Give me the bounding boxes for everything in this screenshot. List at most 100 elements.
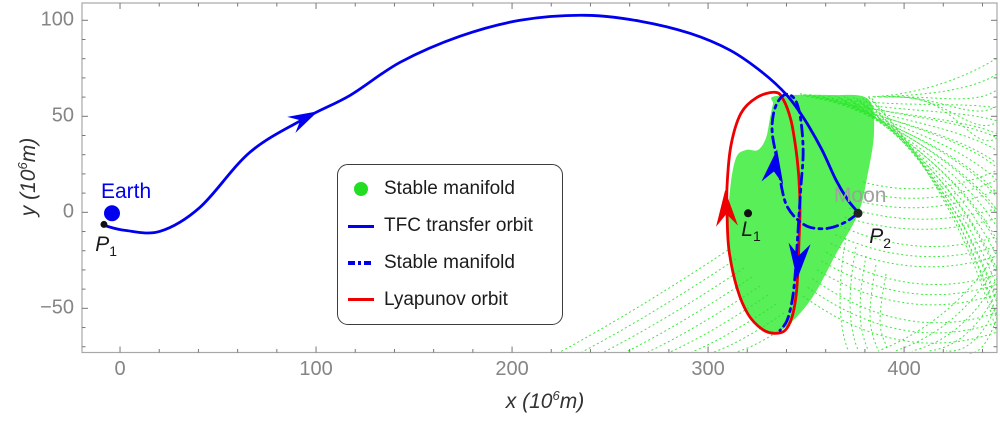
stable-manifold-curve <box>891 96 998 127</box>
stable-manifold-curve <box>879 89 998 100</box>
x-axis-label: x (106m) <box>506 388 584 414</box>
stable-manifold-curve <box>849 246 859 351</box>
legend: Stable manifold TFC transfer orbit Stabl… <box>337 164 563 325</box>
y-tick-label: 0 <box>62 200 74 223</box>
stable-manifold-curve <box>945 303 998 352</box>
stable-manifold-curve <box>735 321 793 353</box>
legend-marker-cell <box>338 261 384 265</box>
legend-marker-cell <box>338 298 384 302</box>
stable-manifold-curve <box>581 258 737 353</box>
stable-manifold-curve <box>691 303 777 353</box>
point-earth <box>103 205 120 222</box>
stable-manifold-curve <box>825 251 998 286</box>
x-tick-label: 200 <box>495 358 529 380</box>
label-l1-sub: 1 <box>752 228 761 245</box>
stable-manifold-curve <box>802 295 998 344</box>
stable-manifold-curve <box>830 242 998 268</box>
y-axis-label-end: m) <box>17 137 40 163</box>
stable-manifold-curve <box>849 207 998 220</box>
legend-item-stable-manifold-points: Stable manifold <box>338 172 562 206</box>
stable-manifold-curve <box>871 98 998 334</box>
stable-manifold-curve <box>839 237 849 351</box>
legend-label: TFC transfer orbit <box>384 215 533 237</box>
label-p1: P1 <box>95 233 117 259</box>
stable-manifold-curve <box>856 97 998 287</box>
point-l1 <box>744 209 753 218</box>
stable-manifold-curve <box>928 290 998 352</box>
x-tick-label: 0 <box>114 358 126 380</box>
stable-manifold-curve <box>962 316 998 354</box>
stable-manifold-curve <box>625 276 753 353</box>
label-l1: L1 <box>741 218 760 244</box>
x-axis-label-end: m) <box>559 390 585 413</box>
stable-manifold-curve <box>837 96 998 228</box>
stable-manifold-curve <box>713 312 785 353</box>
stable-manifold-curve <box>911 277 998 352</box>
stable-manifold-curve <box>831 96 998 211</box>
x-axis-label-sup: 6 <box>552 388 560 403</box>
y-axis-label-sup: 6 <box>15 162 30 170</box>
green-dot-icon <box>354 182 368 197</box>
legend-marker-cell <box>338 224 384 228</box>
legend-item-stable-manifold-curve: Stable manifold <box>338 246 562 280</box>
legend-label: Lyapunov orbit <box>384 288 508 310</box>
legend-item-lyapunov-orbit: Lyapunov orbit <box>338 283 562 317</box>
stable-manifold-curve <box>862 97 998 304</box>
label-earth: Earth <box>100 180 152 204</box>
stable-manifold-curve <box>815 96 998 164</box>
stable-manifold-curve <box>603 267 745 353</box>
tfc-transfer-orbit-path <box>102 13 860 235</box>
y-tick-label: 50 <box>51 104 74 127</box>
stable-manifold-curve <box>803 94 998 122</box>
stable-manifold-curve <box>846 97 998 257</box>
stable-manifold-curve <box>827 95 998 198</box>
stable-manifold-curve <box>867 57 998 98</box>
stable-manifold-curve <box>559 249 729 353</box>
stable-manifold-curve <box>839 225 998 247</box>
stable-manifold-curve <box>821 260 998 296</box>
stable-manifold-curve <box>669 294 769 353</box>
stable-manifold-curve <box>843 96 998 245</box>
stable-manifold-trajectory-path <box>770 92 860 332</box>
stable-manifold-curve <box>816 269 998 306</box>
red-line-icon <box>348 298 374 302</box>
stable-manifold-curve <box>869 264 879 351</box>
stable-manifold-curve <box>858 179 998 199</box>
stable-manifold-curves <box>559 57 998 354</box>
blue-line-icon <box>348 224 374 228</box>
x-axis-label-main: x (10 <box>505 390 553 413</box>
x-tick-label: 400 <box>887 358 921 380</box>
stable-manifold-curve <box>807 286 998 334</box>
label-p2: P2 <box>869 225 891 251</box>
stable-manifold-curve <box>862 169 998 190</box>
x-tick-label: 100 <box>299 358 333 380</box>
direction-arrow <box>716 190 738 227</box>
x-tick-label: 300 <box>691 358 725 380</box>
label-p2-sub: 2 <box>883 235 892 252</box>
stable-manifold-curve <box>811 278 998 324</box>
stable-manifold-curve <box>821 95 998 181</box>
plot-frame <box>81 2 998 354</box>
legend-item-tfc-transfer-orbit: TFC transfer orbit <box>338 209 562 243</box>
direction-arrow <box>788 242 811 280</box>
stable-manifold-curve <box>824 97 998 194</box>
blue-dashdot-line-icon <box>348 261 374 265</box>
y-tick-label: −50 <box>40 296 74 319</box>
stable-manifold-curve <box>840 97 998 241</box>
label-moon: Moon <box>833 184 887 208</box>
point-moon <box>853 208 863 218</box>
stable-manifold-curve <box>859 255 869 351</box>
stable-manifold-curve <box>834 95 998 215</box>
stable-manifold-curve <box>812 95 998 152</box>
stable-manifold-curve <box>844 216 998 230</box>
stable-manifold-curve <box>894 264 998 352</box>
point-p1 <box>100 220 108 228</box>
stable-manifold-curve <box>879 273 889 351</box>
label-l1-main: L <box>741 218 753 242</box>
label-p1-main: P <box>95 233 110 257</box>
direction-arrow <box>761 149 784 185</box>
y-tick-label: 100 <box>40 8 74 31</box>
lyapunov-orbit-path <box>725 90 802 335</box>
